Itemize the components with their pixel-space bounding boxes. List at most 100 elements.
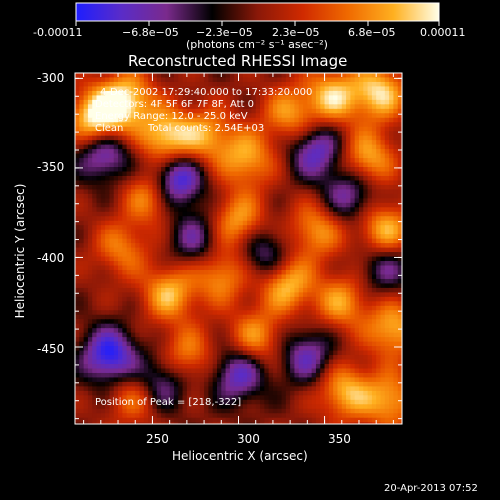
heatmap-cell <box>298 323 304 329</box>
heatmap-cell <box>277 99 283 105</box>
heatmap-cell <box>260 149 265 155</box>
heatmap-cell <box>328 108 334 114</box>
heatmap-cell <box>152 113 158 119</box>
heatmap-cell <box>225 314 231 320</box>
heatmap-cell <box>195 283 201 289</box>
heatmap-cell <box>234 225 240 231</box>
heatmap-cell <box>135 314 141 320</box>
heatmap-cell <box>225 364 231 370</box>
heatmap-cell <box>216 140 222 146</box>
heatmap-cell <box>281 149 287 155</box>
heatmap-cell <box>393 162 399 168</box>
heatmap-cell <box>371 99 377 105</box>
heatmap-cell <box>294 301 300 307</box>
heatmap-cell <box>277 269 283 276</box>
heatmap-cell <box>290 158 296 164</box>
heatmap-cell <box>195 220 201 226</box>
heatmap-cell <box>358 189 364 195</box>
heatmap-cell <box>83 319 89 325</box>
heatmap-cell <box>341 287 347 293</box>
heatmap-cell <box>96 274 102 280</box>
heatmap-cell <box>333 104 339 110</box>
heatmap-cell <box>320 252 326 258</box>
heatmap-cell <box>161 283 166 289</box>
heatmap-cell <box>264 95 270 101</box>
heatmap-cell <box>363 234 369 240</box>
heatmap-cell <box>100 252 106 258</box>
heatmap-cell <box>229 113 235 119</box>
heatmap-cell <box>268 180 274 186</box>
heatmap-cell <box>87 216 93 222</box>
heatmap-cell <box>242 81 248 88</box>
heatmap-cell <box>130 319 136 325</box>
heatmap-cell <box>173 126 179 132</box>
heatmap-cell <box>346 269 351 276</box>
heatmap-cell <box>354 350 360 356</box>
heatmap-cell <box>341 193 347 199</box>
heatmap-cell <box>380 131 386 137</box>
heatmap-cell <box>234 189 240 195</box>
heatmap-cell <box>393 184 399 191</box>
heatmap-cell <box>315 202 321 208</box>
heatmap-cell <box>268 113 274 119</box>
heatmap-cell <box>216 292 222 298</box>
heatmap-cell <box>255 247 261 253</box>
heatmap-cell <box>285 346 291 352</box>
heatmap-cell <box>324 238 330 244</box>
heatmap-cell <box>148 265 154 271</box>
heatmap-cell <box>225 162 231 168</box>
heatmap-cell <box>371 328 377 334</box>
heatmap-cell <box>328 184 334 191</box>
heatmap-cell <box>221 319 227 325</box>
heatmap-cell <box>229 332 235 338</box>
heatmap-cell <box>290 140 296 146</box>
heatmap-cell <box>298 274 304 280</box>
heatmap-cell <box>354 292 360 298</box>
heatmap-cell <box>328 180 334 186</box>
heatmap-cell <box>303 283 308 289</box>
heatmap-cell <box>139 265 145 271</box>
heatmap-cell <box>126 337 132 343</box>
heatmap-cell <box>234 328 240 334</box>
heatmap-cell <box>156 355 162 361</box>
heatmap-cell <box>139 90 145 96</box>
heatmap-cell <box>264 189 270 195</box>
heatmap-cell <box>126 247 132 253</box>
heatmap-cell <box>242 229 248 235</box>
heatmap-cell <box>320 131 326 137</box>
heatmap-cell <box>118 73 123 79</box>
heatmap-cell <box>389 323 394 329</box>
heatmap-cell <box>350 184 356 191</box>
heatmap-cell <box>100 319 106 325</box>
heatmap-cell <box>208 207 214 213</box>
heatmap-cell <box>376 162 382 168</box>
heatmap-cell <box>238 287 244 293</box>
heatmap-cell <box>371 220 377 226</box>
heatmap-cell <box>186 243 192 249</box>
heatmap-cell <box>354 247 360 253</box>
heatmap-cell <box>195 269 201 276</box>
heatmap-cell <box>173 135 179 141</box>
heatmap-cell <box>346 113 351 119</box>
heatmap-cell <box>156 238 162 244</box>
heatmap-cell <box>96 81 102 88</box>
heatmap-cell <box>320 171 326 177</box>
heatmap-cell <box>75 122 80 128</box>
heatmap-cell <box>260 90 265 96</box>
heatmap-cell <box>83 359 89 365</box>
heatmap-cell <box>208 287 214 293</box>
heatmap-cell <box>186 73 192 79</box>
heatmap-cell <box>328 252 334 258</box>
heatmap-cell <box>380 328 386 334</box>
heatmap-cell <box>376 278 382 285</box>
heatmap-cell <box>264 314 270 320</box>
heatmap-cell <box>100 216 106 222</box>
heatmap-cell <box>139 104 145 110</box>
heatmap-cell <box>277 346 283 352</box>
heatmap-cell <box>87 337 93 343</box>
heatmap-cell <box>152 341 158 347</box>
heatmap-cell <box>277 261 283 267</box>
heatmap-cell <box>100 153 106 159</box>
heatmap-cell <box>191 359 197 365</box>
heatmap-cell <box>152 283 158 289</box>
